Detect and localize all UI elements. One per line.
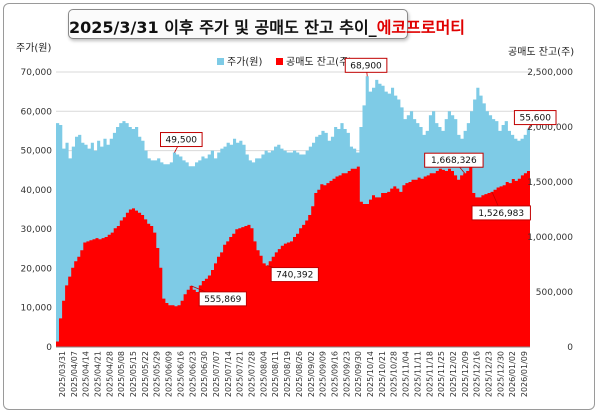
x-tick-label: 2025/07/21 [236, 351, 245, 397]
x-tick-label: 2025/03/31 [58, 351, 67, 397]
x-tick-label: 2025/08/19 [283, 351, 292, 397]
callout-label: 1,668,326 [431, 156, 477, 166]
x-tick-label: 2025/07/28 [248, 351, 257, 397]
legend-swatch-short [276, 58, 283, 65]
callout-label: 1,526,983 [478, 209, 524, 219]
x-tick-label: 2025/09/09 [319, 351, 328, 397]
legend-label-short: 공매도 잔고(주) [286, 56, 352, 68]
right-tick-label: 500,000 [536, 288, 573, 298]
x-tick-label: 2025/07/07 [212, 351, 221, 397]
x-tick-label: 2025/11/25 [437, 351, 446, 397]
x-tick-label: 2025/10/21 [378, 351, 387, 397]
legend-swatch-price [217, 58, 224, 65]
series-areas [56, 76, 530, 348]
short-balance-area [56, 163, 530, 347]
x-tick-label: 2025/08/04 [259, 351, 268, 397]
left-tick-label: 40,000 [21, 186, 53, 196]
callouts: 49,500 68,900 55,600 555,869 740,392 1,668,32… [160, 57, 557, 307]
x-tick-label: 2025/12/02 [449, 351, 458, 397]
left-tick-label: 70,000 [21, 68, 53, 78]
callout-label: 49,500 [166, 136, 198, 146]
x-tick-label: 2026/01/02 [508, 351, 517, 397]
right-tick-label: 2,000,000 [527, 123, 573, 133]
x-tick-label: 2025/05/15 [129, 351, 138, 397]
callout-box [270, 267, 319, 283]
x-tick-label: 2025/11/11 [413, 351, 422, 397]
legend: 주가(원) 공매도 잔고(주) [217, 56, 352, 68]
x-tick-label: 2025/04/28 [105, 351, 114, 397]
x-tick-label: 2025/06/09 [165, 351, 174, 397]
right-tick-label: 0 [567, 343, 573, 353]
x-tick-label: 2025/05/22 [141, 351, 150, 397]
x-tick-label: 2025/12/30 [496, 351, 505, 397]
left-tick-label: 30,000 [21, 225, 53, 235]
x-tick-label: 2025/09/02 [307, 351, 316, 397]
chart-title-accent: 에코프로머티 [376, 18, 466, 37]
callout-box [471, 205, 531, 221]
x-tick-labels: 2025/03/31 2025/04/07 2025/04/14 2025/04/21… [58, 351, 529, 397]
x-tick-label: 2025/12/09 [461, 351, 470, 397]
x-tick-label: 2025/04/07 [70, 351, 79, 397]
callout-label: 55,600 [519, 114, 551, 124]
callout-box [513, 110, 557, 126]
callout-box [344, 57, 388, 73]
left-tick-label: 0 [46, 343, 52, 353]
x-tick-label: 2025/06/30 [200, 351, 209, 397]
x-tick-label: 2025/04/14 [82, 351, 91, 397]
y-tick-labels: 0 10,000 20,000 30,000 40,000 50,000 60,000 70,… [21, 68, 574, 353]
callout-box [424, 152, 484, 168]
x-tick-label: 2025/10/28 [390, 351, 399, 397]
x-tick-label: 2025/12/16 [473, 351, 482, 397]
right-tick-label: 1,000,000 [527, 233, 573, 243]
right-tick-label: 1,500,000 [527, 178, 573, 188]
chart-title-box: 2025/3/31 이후 주가 및 공매도 잔고 추이_에코프로머티 [68, 9, 465, 39]
x-tick-label: 2025/07/14 [224, 351, 233, 397]
callout-box [160, 132, 203, 148]
left-tick-label: 50,000 [21, 147, 53, 157]
left-tick-label: 60,000 [21, 107, 53, 117]
x-tick-label: 2025/12/23 [485, 351, 494, 397]
callout-box [198, 291, 247, 307]
x-tick-label: 2025/11/18 [425, 351, 434, 397]
legend-label-price: 주가(원) [227, 56, 263, 68]
x-tick-label: 2025/09/16 [330, 351, 339, 397]
callout-label: 555,869 [204, 295, 241, 305]
right-tick-label: 2,500,000 [527, 68, 573, 78]
chart-title: 2025/3/31 이후 주가 및 공매도 잔고 추이_에코프로머티 [69, 14, 465, 38]
x-tick-label: 2025/04/21 [93, 351, 102, 397]
chart-title-main: 2025/3/31 이후 주가 및 공매도 잔고 추이_ [69, 18, 377, 37]
x-tick-label: 2025/08/26 [295, 351, 304, 397]
x-tick-label: 2025/08/11 [271, 351, 280, 397]
x-tick-label: 2025/06/23 [188, 351, 197, 397]
left-tick-label: 20,000 [21, 264, 53, 274]
x-tick-label: 2026/01/09 [520, 351, 529, 397]
x-tick-label: 2025/09/30 [354, 351, 363, 397]
x-tick-label: 2025/05/29 [153, 351, 162, 397]
right-axis-title: 공매도 잔고(주) [508, 46, 574, 58]
x-tick-label: 2025/11/04 [402, 351, 411, 397]
x-tick-label: 2025/05/08 [117, 351, 126, 397]
callout-label: 68,900 [350, 61, 382, 71]
x-tick-label: 2025/06/16 [176, 351, 185, 397]
x-tick-label: 2025/09/23 [342, 351, 351, 397]
left-axis-title: 주가(원) [16, 42, 52, 54]
x-tick-label: 2025/10/14 [366, 351, 375, 397]
callout-label: 740,392 [276, 271, 313, 281]
left-tick-label: 10,000 [21, 304, 53, 314]
